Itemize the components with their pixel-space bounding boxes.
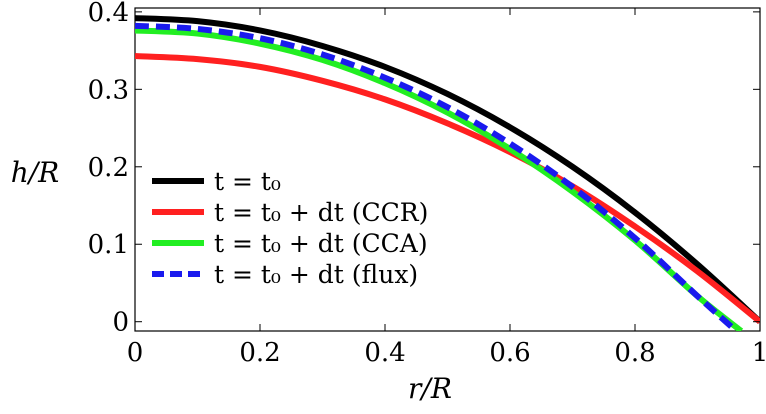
series-line-0 xyxy=(135,15,760,324)
legend: t = t₀ t = t₀ + dt (CCR) t = t₀ + dt (CC… xyxy=(152,167,428,289)
series-line-2 xyxy=(135,27,744,331)
y-tick-label-0: 0 xyxy=(112,308,129,338)
series-layer xyxy=(135,15,760,331)
legend-label-ccr: t = t₀ + dt (CCR) xyxy=(214,198,428,227)
x-tick-label-0: 0 xyxy=(127,338,144,368)
x-tick-label-4: 0.8 xyxy=(614,338,655,368)
series-line-1 xyxy=(135,53,760,325)
y-tick-label-1: 0.1 xyxy=(88,230,129,260)
x-tick-label-5: 1 xyxy=(752,338,766,368)
y-tick-label-3: 0.3 xyxy=(88,75,129,105)
y-axis-label: h/R xyxy=(11,156,60,189)
y-tick-label-2: 0.2 xyxy=(88,153,129,183)
legend-label-t0: t = t₀ xyxy=(214,167,281,196)
x-tick-label-3: 0.6 xyxy=(489,338,530,368)
x-tick-label-2: 0.4 xyxy=(364,338,405,368)
ticks-layer: 0 0.2 0.4 0.6 0.8 1 0 0.1 0.2 0.3 0.4 xyxy=(88,0,766,368)
y-tick-label-4: 0.4 xyxy=(88,0,129,28)
legend-label-cca: t = t₀ + dt (CCA) xyxy=(214,229,428,258)
series-line-3 xyxy=(135,22,739,331)
legend-label-flux: t = t₀ + dt (flux) xyxy=(214,260,418,289)
x-tick-label-1: 0.2 xyxy=(239,338,280,368)
plot-frame xyxy=(134,7,761,332)
x-axis-label: r/R xyxy=(408,372,452,405)
